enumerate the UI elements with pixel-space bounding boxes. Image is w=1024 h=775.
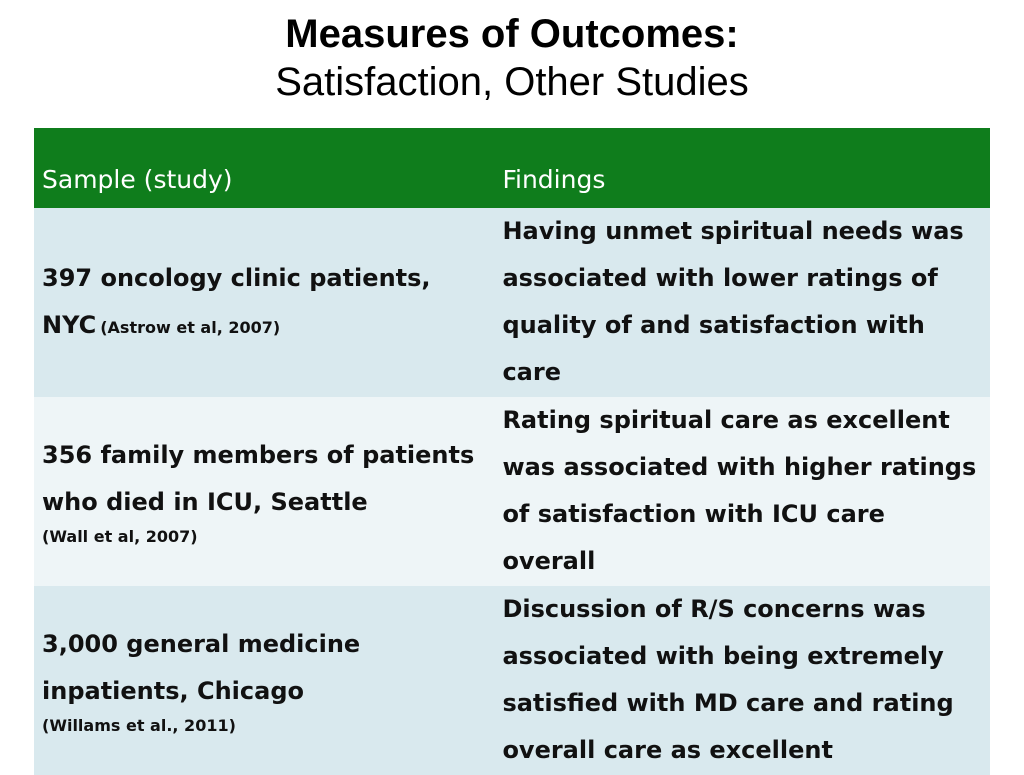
sample-cell: 356 family members of patients who died … (34, 397, 495, 586)
sample-cell: 397 oncology clinic patients, NYC (Astrow… (34, 208, 495, 397)
slide-title: Measures of Outcomes: Satisfaction, Othe… (0, 10, 1024, 106)
citation: (Astrow et al, 2007) (100, 317, 281, 337)
page-title: Measures of Outcomes: (285, 12, 739, 56)
table-header-row: Sample (study) Findings (34, 128, 990, 208)
table-row: 397 oncology clinic patients, NYC (Astrow… (34, 208, 990, 397)
studies-table: Sample (study) Findings 397 oncology cli… (34, 128, 990, 775)
citation: (Wall et al, 2007) (42, 526, 198, 546)
table-row: 356 family members of patients who died … (34, 397, 990, 586)
finding-cell: Rating spiritual care as excellent was a… (494, 397, 990, 586)
finding-cell: Having unmet spiritual needs was associa… (494, 208, 990, 397)
citation: (Willams et al., 2011) (42, 715, 236, 735)
page-subtitle: Satisfaction, Other Studies (275, 60, 749, 104)
column-header-findings: Findings (494, 128, 990, 208)
table-row: 3,000 general medicine inpatients, Chica… (34, 586, 990, 775)
finding-cell: Discussion of R/S concerns was associate… (494, 586, 990, 775)
sample-text: 397 oncology clinic patients, NYC (42, 263, 431, 339)
column-header-sample: Sample (study) (34, 128, 495, 208)
sample-text: 3,000 general medicine inpatients, Chica… (42, 629, 361, 705)
sample-cell: 3,000 general medicine inpatients, Chica… (34, 586, 495, 775)
sample-text: 356 family members of patients who died … (42, 440, 475, 516)
